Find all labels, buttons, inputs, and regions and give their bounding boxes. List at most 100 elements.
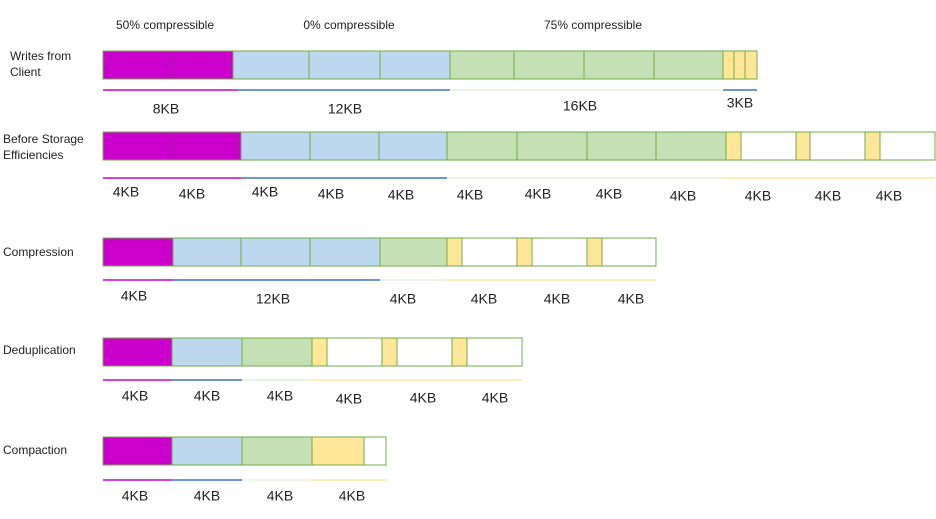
size-label: 8KB xyxy=(153,101,179,117)
block xyxy=(102,50,173,80)
header: 50% compressible xyxy=(116,18,214,32)
block xyxy=(240,131,311,161)
size-label: 4KB xyxy=(618,291,644,307)
size-label: 4KB xyxy=(815,188,841,204)
size-label: 4KB xyxy=(876,188,902,204)
size-label: 3KB xyxy=(727,95,753,111)
size-label: 12KB xyxy=(328,101,362,117)
block xyxy=(102,337,173,367)
block xyxy=(381,337,398,367)
block xyxy=(653,50,724,80)
size-label: 4KB xyxy=(410,390,436,406)
row-outline xyxy=(102,131,936,161)
block xyxy=(744,50,758,80)
block xyxy=(396,337,453,367)
row-outline xyxy=(102,50,758,80)
size-label: 4KB xyxy=(457,187,483,203)
block xyxy=(363,436,387,466)
block xyxy=(601,237,657,267)
size-label: 4KB xyxy=(388,187,414,203)
row-label: Client xyxy=(10,65,41,79)
block xyxy=(733,50,746,80)
block xyxy=(102,237,174,267)
block xyxy=(451,337,468,367)
block xyxy=(102,131,173,161)
size-label: 16KB xyxy=(563,98,597,114)
size-label: 4KB xyxy=(179,186,205,202)
size-label: 4KB xyxy=(318,186,344,202)
block xyxy=(586,131,657,161)
block xyxy=(466,337,523,367)
block xyxy=(241,337,313,367)
size-label: 4KB xyxy=(596,186,622,202)
block xyxy=(326,337,383,367)
row-label: Compaction xyxy=(3,443,67,457)
block xyxy=(864,131,881,161)
size-label: 4KB xyxy=(390,291,416,307)
block xyxy=(809,131,866,161)
block xyxy=(172,237,242,267)
block xyxy=(308,50,381,80)
row-label: Efficiencies xyxy=(3,148,63,162)
block xyxy=(240,237,311,267)
block xyxy=(655,131,727,161)
size-label: 4KB xyxy=(670,188,696,204)
block xyxy=(309,237,381,267)
block xyxy=(171,337,243,367)
block xyxy=(241,436,313,466)
block xyxy=(171,131,242,161)
size-label: 4KB xyxy=(525,186,551,202)
size-label: 12KB xyxy=(256,291,290,307)
size-label: 4KB xyxy=(339,488,365,504)
block xyxy=(449,50,515,80)
row-outline xyxy=(102,237,657,267)
size-label: 4KB xyxy=(252,184,278,200)
size-label: 4KB xyxy=(113,184,139,200)
block xyxy=(879,131,936,161)
size-label: 4KB xyxy=(267,488,293,504)
size-label: 4KB xyxy=(194,388,220,404)
block xyxy=(446,131,518,161)
size-label: 4KB xyxy=(122,388,148,404)
block xyxy=(171,436,243,466)
block xyxy=(311,337,328,367)
row-label: Deduplication xyxy=(3,343,76,357)
block xyxy=(446,237,463,267)
header: 75% compressible xyxy=(544,18,642,32)
block xyxy=(102,436,173,466)
size-label: 4KB xyxy=(482,390,508,406)
block xyxy=(309,131,380,161)
header: 0% compressible xyxy=(303,18,395,32)
block xyxy=(516,131,588,161)
block xyxy=(725,131,742,161)
size-label: 4KB xyxy=(336,391,362,407)
block xyxy=(461,237,518,267)
block xyxy=(722,50,735,80)
row-label: Compression xyxy=(3,245,74,259)
size-label: 4KB xyxy=(745,188,771,204)
block xyxy=(795,131,811,161)
block xyxy=(379,237,448,267)
block xyxy=(583,50,655,80)
block xyxy=(232,50,310,80)
block xyxy=(586,237,603,267)
row-label: Writes from xyxy=(10,49,71,63)
block xyxy=(740,131,797,161)
block xyxy=(531,237,588,267)
row-outline xyxy=(102,337,523,367)
size-label: 4KB xyxy=(267,388,293,404)
block xyxy=(516,237,533,267)
size-label: 4KB xyxy=(194,488,220,504)
size-label: 4KB xyxy=(122,488,148,504)
block xyxy=(171,50,234,80)
block xyxy=(311,436,365,466)
block xyxy=(379,50,451,80)
block xyxy=(378,131,448,161)
block xyxy=(513,50,585,80)
size-label: 4KB xyxy=(471,291,497,307)
row-label: Before Storage xyxy=(3,132,84,146)
size-label: 4KB xyxy=(121,288,147,304)
size-label: 4KB xyxy=(544,291,570,307)
row-outline xyxy=(102,436,387,466)
